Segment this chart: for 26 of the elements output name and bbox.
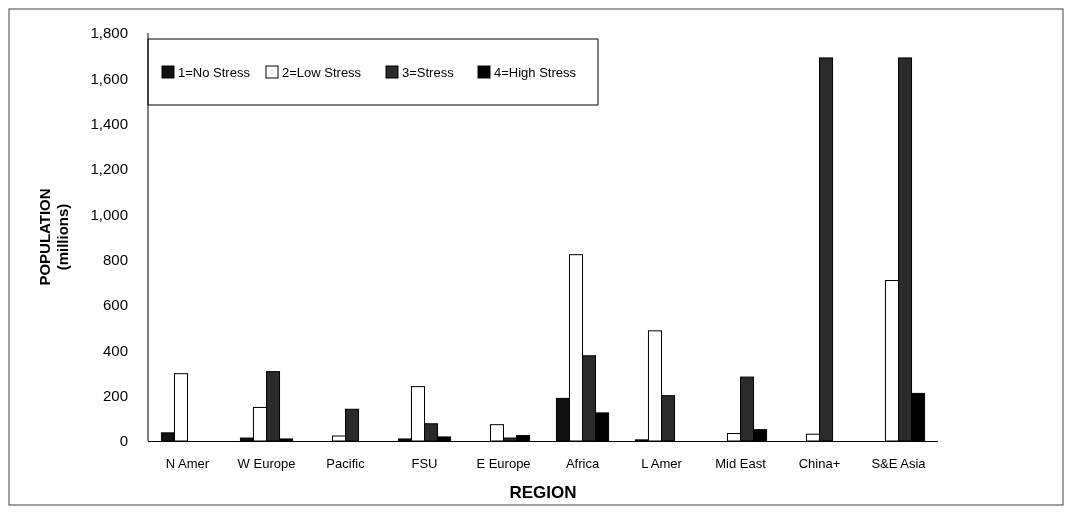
legend-label: 1=No Stress <box>178 64 251 80</box>
y-tick-label: 0 <box>119 432 128 450</box>
x-tick-label: Pacific <box>326 456 366 471</box>
x-tick-label: L Amer <box>641 456 683 471</box>
legend-label: 4=High Stress <box>494 64 577 80</box>
y-tick-label: 1,400 <box>90 114 128 132</box>
y-tick-label: 1,600 <box>90 69 128 87</box>
y-tick-label: 1,800 <box>90 24 128 42</box>
x-tick-label: FSU <box>411 456 438 471</box>
x-tick-label: Africa <box>565 456 600 471</box>
y-tick-label: 400 <box>102 341 128 359</box>
x-axis-title: REGION <box>509 483 577 502</box>
x-tick-label: E Europe <box>476 456 531 471</box>
y-tick-label: 600 <box>102 296 128 314</box>
x-tick-label: S&E Asia <box>871 456 927 471</box>
y-tick-label: 200 <box>102 386 128 404</box>
x-tick-label: China+ <box>798 456 841 471</box>
x-tick-label: Mid East <box>715 456 767 471</box>
y-tick-label: 1,200 <box>90 160 128 178</box>
x-tick-label: N Amer <box>165 456 210 471</box>
legend-label: 2=Low Stress <box>282 64 362 80</box>
y-axis-title: POPULATION (millions) <box>36 188 71 286</box>
y-tick-label: 1,000 <box>90 205 128 223</box>
y-tick-label: 800 <box>102 250 128 268</box>
x-tick-label: W Europe <box>237 456 296 471</box>
legend-label: 3=Stress <box>402 64 455 80</box>
